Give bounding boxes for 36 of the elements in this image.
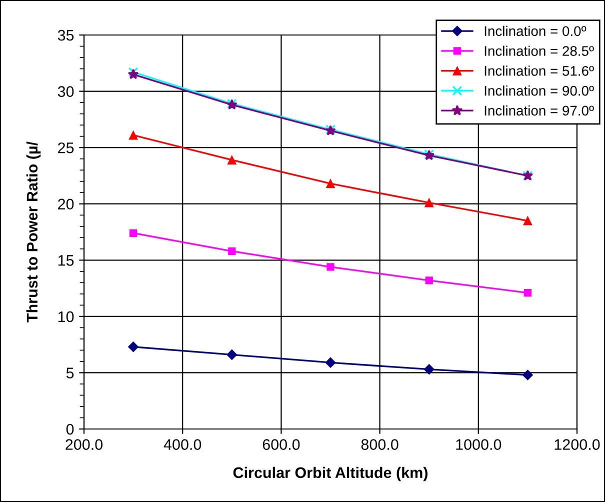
y-tick-label: 0	[66, 424, 74, 435]
x-tick-label: 600.0	[262, 439, 300, 450]
x-tick-label: 200.0	[66, 439, 103, 450]
point	[424, 364, 434, 375]
x-tick-label: 400.0	[164, 439, 202, 450]
point	[228, 247, 236, 255]
x-tick-label: 1000.0	[456, 439, 502, 450]
legend-label: Inclination = 90.0º	[484, 86, 594, 96]
point	[325, 357, 336, 368]
point	[326, 263, 334, 271]
point	[128, 130, 138, 140]
point	[226, 349, 238, 360]
x-axis-title: Circular Orbit Altitude (km)	[233, 466, 428, 482]
point	[522, 370, 533, 380]
y-axis-title: Thrust to Power Ratio (µ/	[26, 142, 41, 322]
y-tick-label: 10	[58, 311, 74, 322]
point	[425, 276, 433, 284]
legend-label: Inclination = 51.6º	[484, 66, 594, 76]
y-tick-label: 15	[58, 255, 74, 266]
y-tick-label: 30	[58, 86, 74, 97]
y-tick-label: 25	[58, 142, 74, 154]
y-tick-label: 5	[66, 368, 74, 378]
x-tick-label: 800.0	[361, 439, 398, 450]
point	[227, 155, 236, 164]
legend-label: Inclination = 0.0º	[484, 26, 586, 36]
point	[129, 229, 138, 237]
y-tick-label: 20	[58, 198, 74, 210]
legend-label: Inclination = 28.5º	[484, 46, 594, 56]
point	[326, 179, 336, 188]
x-tick-label: 1200.0	[554, 439, 600, 450]
point	[523, 216, 532, 226]
point	[424, 198, 434, 208]
point	[128, 342, 139, 352]
y-tick-label: 35	[58, 30, 74, 41]
legend-label: Inclination = 97.0º	[484, 105, 594, 116]
point	[524, 288, 532, 297]
